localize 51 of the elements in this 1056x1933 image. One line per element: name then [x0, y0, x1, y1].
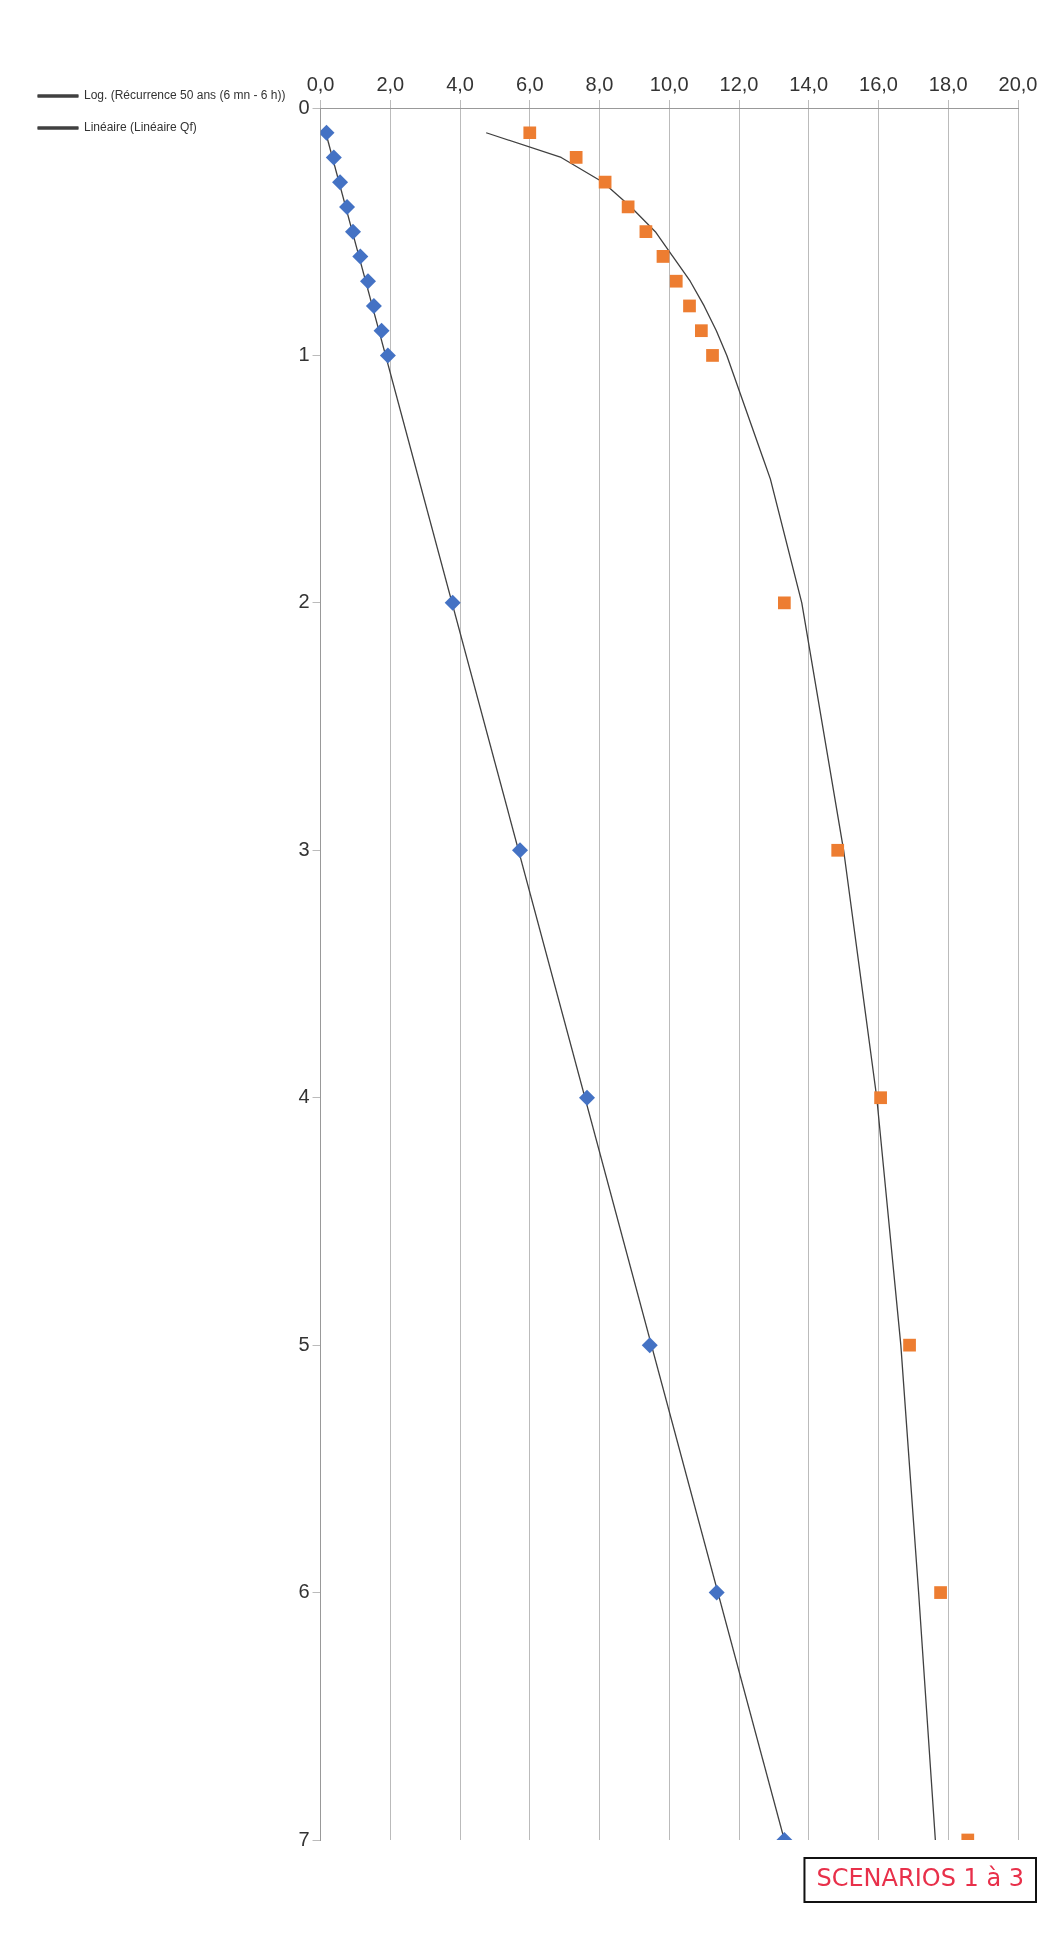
y-tick-label: 1 [298, 342, 310, 365]
y-tick-label: 6 [298, 1580, 310, 1603]
point [339, 198, 356, 215]
point [708, 1584, 725, 1601]
point [365, 297, 382, 314]
point [444, 594, 461, 611]
y-tick-label: 4 [298, 1085, 310, 1108]
text: SCENARIOS 1 à 3 [816, 1864, 1025, 1893]
point [641, 1337, 658, 1354]
point [656, 250, 670, 263]
point [569, 151, 583, 164]
point [706, 349, 719, 362]
y-tick-label: 2 [298, 590, 310, 613]
x-tick-label: 18,0 [928, 72, 968, 95]
x-tick-label: 2,0 [376, 72, 405, 95]
point [359, 273, 376, 290]
x-tick-label: 4,0 [446, 72, 474, 95]
x-tick-label: 8,0 [585, 72, 614, 95]
point [344, 223, 361, 240]
point [874, 1091, 887, 1105]
legend-label: Linéaire (Linéaire Qf) [84, 120, 197, 135]
y-tick-label: 7 [298, 1827, 310, 1850]
point [325, 149, 342, 166]
point [694, 324, 708, 338]
point [777, 596, 791, 610]
y-tick-label: 0 [298, 95, 310, 118]
point [578, 1089, 595, 1106]
x-tick-label: 20,0 [998, 72, 1038, 95]
point [379, 347, 396, 364]
point [332, 174, 349, 191]
point [373, 322, 390, 339]
y-tick-label: 3 [298, 837, 310, 860]
point [669, 274, 683, 288]
point [934, 1586, 947, 1599]
x-tick-label: 12,0 [719, 72, 759, 95]
point [903, 1338, 916, 1352]
point [512, 842, 529, 859]
x-tick-label: 16,0 [859, 72, 898, 95]
legend-label: Log. (Récurrence 50 ans (6 mn - 6 h)) [84, 88, 286, 103]
x-tick-label: 14,0 [789, 72, 829, 95]
point [320, 124, 335, 141]
point [598, 175, 612, 189]
point [639, 225, 653, 239]
x-tick-label: 10,0 [649, 72, 689, 95]
point [683, 299, 696, 313]
x-tick-label: 6,0 [515, 72, 544, 95]
point [352, 248, 369, 265]
x-tick-label: 0,0 [306, 72, 335, 95]
point [523, 126, 537, 140]
point [831, 843, 845, 857]
y-tick-label: 5 [298, 1332, 310, 1355]
